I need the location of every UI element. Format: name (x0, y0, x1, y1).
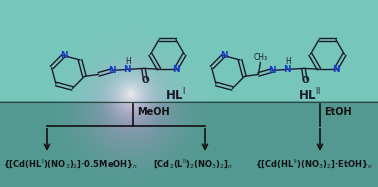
Text: CH₃: CH₃ (253, 53, 268, 62)
Text: N: N (332, 65, 340, 74)
Text: EtOH: EtOH (324, 107, 352, 117)
Text: N: N (124, 65, 131, 74)
Text: HL$^{\rm II}$: HL$^{\rm II}$ (298, 87, 322, 103)
Text: [Cd$_2$(L$^{\rm II}$)$_2$(NO$_3$)$_2$]$_n$: [Cd$_2$(L$^{\rm II}$)$_2$(NO$_3$)$_2$]$_… (153, 157, 233, 171)
Text: H: H (285, 57, 291, 66)
Text: O: O (302, 76, 309, 85)
Text: MeOH: MeOH (137, 107, 170, 117)
Text: N: N (220, 51, 228, 60)
Text: {[Cd(HL$^{\rm I}$)(NO$_3$)$_2$]·0.5MeOH}$_n$: {[Cd(HL$^{\rm I}$)(NO$_3$)$_2$]·0.5MeOH}… (3, 157, 138, 171)
Text: N: N (269, 66, 276, 75)
Text: {[Cd(HL$^{\rm II}$)(NO$_3$)$_2$]·EtOH}$_n$: {[Cd(HL$^{\rm II}$)(NO$_3$)$_2$]·EtOH}$_… (255, 157, 373, 171)
Text: N: N (284, 65, 291, 74)
Text: N: N (108, 66, 116, 75)
Text: N: N (60, 51, 67, 60)
Text: O: O (141, 76, 149, 85)
Text: N: N (172, 65, 180, 74)
Text: H: H (125, 57, 131, 66)
Text: HL$^{\rm I}$: HL$^{\rm I}$ (164, 87, 186, 103)
